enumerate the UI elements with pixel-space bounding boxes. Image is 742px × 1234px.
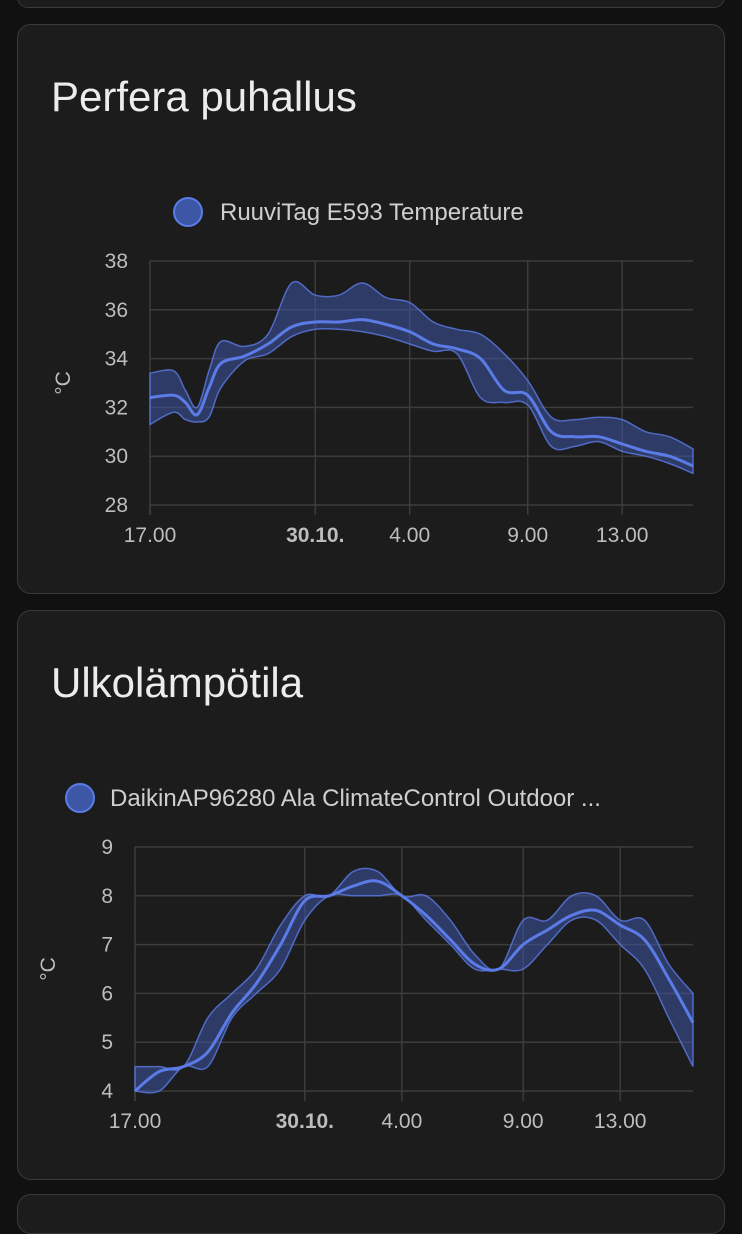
outdoor-temperature-chart[interactable]: 4 5 6 7 8 9 17.00 30.10. 4.00 9.00 13.00 °C DaikinAP… <box>18 611 726 1181</box>
y-tick-label: 38 <box>105 250 128 273</box>
y-tick-label: 32 <box>105 396 128 419</box>
series-line[interactable] <box>149 318 694 468</box>
chart-card-outdoor: Ulkolämpötila 4 5 6 7 8 9 17.00 30.10. 4.00 9.00 1… <box>17 610 725 1180</box>
x-tick-label: 30.10. <box>276 1110 334 1133</box>
y-tick-label: 6 <box>101 982 113 1005</box>
y-tick-label: 30 <box>105 445 128 468</box>
x-tick-label: 17.00 <box>124 524 177 547</box>
y-axis-unit-label: °C <box>37 957 60 981</box>
min-max-band <box>134 867 694 1094</box>
y-tick-label: 34 <box>105 348 129 371</box>
card-title: Perfera puhallus <box>51 73 357 120</box>
x-tick-label: 9.00 <box>503 1110 544 1133</box>
series-line[interactable] <box>134 879 695 1093</box>
x-tick-label: 9.00 <box>507 524 548 547</box>
x-tick-label: 13.00 <box>596 524 649 547</box>
legend-swatch[interactable] <box>65 783 95 813</box>
card-title: Ulkolämpötila <box>51 659 304 706</box>
y-tick-label: 4 <box>101 1080 113 1103</box>
chart-card-perfera: Perfera puhallus 28 30 32 34 36 38 17.00 30.10.… <box>17 24 725 594</box>
y-tick-label: 7 <box>101 934 113 957</box>
x-tick-label: 4.00 <box>381 1110 422 1133</box>
legend-swatch[interactable] <box>173 197 203 227</box>
y-tick-label: 8 <box>101 885 113 908</box>
previous-card-edge <box>17 0 725 8</box>
x-tick-label: 13.00 <box>594 1110 647 1133</box>
y-tick-label: 28 <box>105 494 128 517</box>
next-card-edge <box>17 1194 725 1234</box>
legend-label[interactable]: RuuviTag E593 Temperature <box>220 199 524 226</box>
x-tick-label: 17.00 <box>109 1110 162 1133</box>
temperature-chart[interactable]: 28 30 32 34 36 38 17.00 30.10. 4.00 9.00 13.00 °C Ru… <box>18 25 726 595</box>
y-tick-label: 9 <box>101 836 113 859</box>
y-tick-label: 5 <box>101 1031 113 1054</box>
x-tick-label: 4.00 <box>389 524 430 547</box>
y-tick-label: 36 <box>105 299 128 322</box>
y-axis-unit-label: °C <box>52 371 75 395</box>
legend-label[interactable]: DaikinAP96280 Ala ClimateControl Outdoor… <box>110 785 601 812</box>
x-tick-label: 30.10. <box>286 524 344 547</box>
